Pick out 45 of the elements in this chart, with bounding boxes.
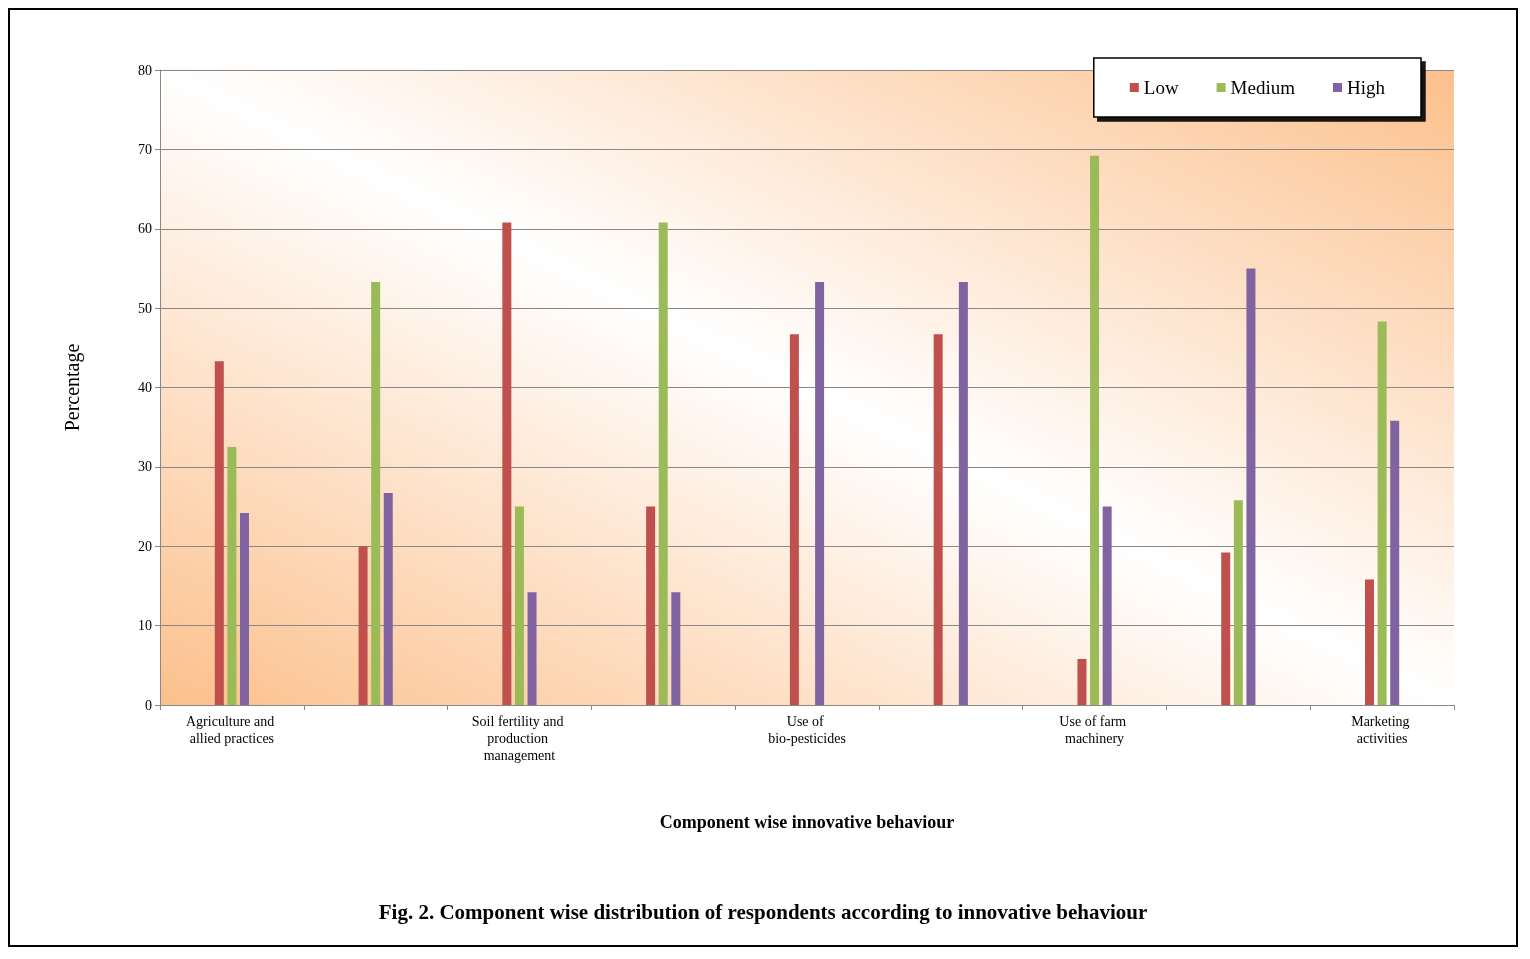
bar [1233, 500, 1243, 705]
bar [371, 281, 381, 705]
bar [383, 493, 393, 705]
bar [1077, 658, 1087, 705]
bar [646, 506, 656, 705]
bar [815, 281, 825, 705]
legend-label: Medium [1230, 77, 1296, 98]
bar [502, 222, 512, 705]
bar [658, 222, 668, 705]
x-tick-label: Use of farm machinery [1059, 714, 1130, 746]
bar [933, 334, 943, 705]
legend-label: High [1347, 77, 1386, 98]
bar [239, 512, 249, 705]
bar [1221, 552, 1231, 705]
y-tick-label: 30 [138, 459, 152, 475]
legend-label: Low [1143, 77, 1179, 98]
y-tick-label: 20 [138, 538, 152, 554]
y-tick-label: 60 [138, 221, 152, 237]
y-tick-label: 10 [138, 618, 152, 634]
bar [1365, 579, 1375, 705]
bar [671, 592, 681, 705]
bar [958, 281, 968, 705]
y-tick-label: 80 [138, 62, 152, 78]
x-tick-label: Use of bio-pesticides [768, 714, 846, 746]
y-axis-title: Percentage [61, 343, 84, 432]
bar [527, 592, 537, 705]
bar [358, 546, 368, 705]
x-axis-title: Component wise innovative behaviour [659, 812, 955, 832]
bar [1246, 268, 1256, 705]
bar [1102, 506, 1112, 705]
y-tick-label: 50 [138, 300, 152, 316]
y-tick-label: 70 [138, 141, 152, 157]
caption: Fig. 2. Component wise distribution of respondents according to innovative behaviour [378, 899, 1148, 924]
x-tick-label: Agriculture and allied practices [186, 714, 278, 746]
y-tick-label: 40 [138, 380, 152, 395]
bar [1390, 420, 1400, 705]
bar [1090, 155, 1100, 705]
bar [514, 506, 524, 705]
x-tick-label: Marketing activities [1351, 714, 1414, 746]
bar [214, 361, 224, 705]
bar [789, 334, 799, 705]
bar [1377, 321, 1387, 705]
bar [227, 447, 237, 705]
y-tick-label: 0 [145, 697, 152, 713]
x-tick-label: Soil fertility and production management [471, 714, 568, 763]
